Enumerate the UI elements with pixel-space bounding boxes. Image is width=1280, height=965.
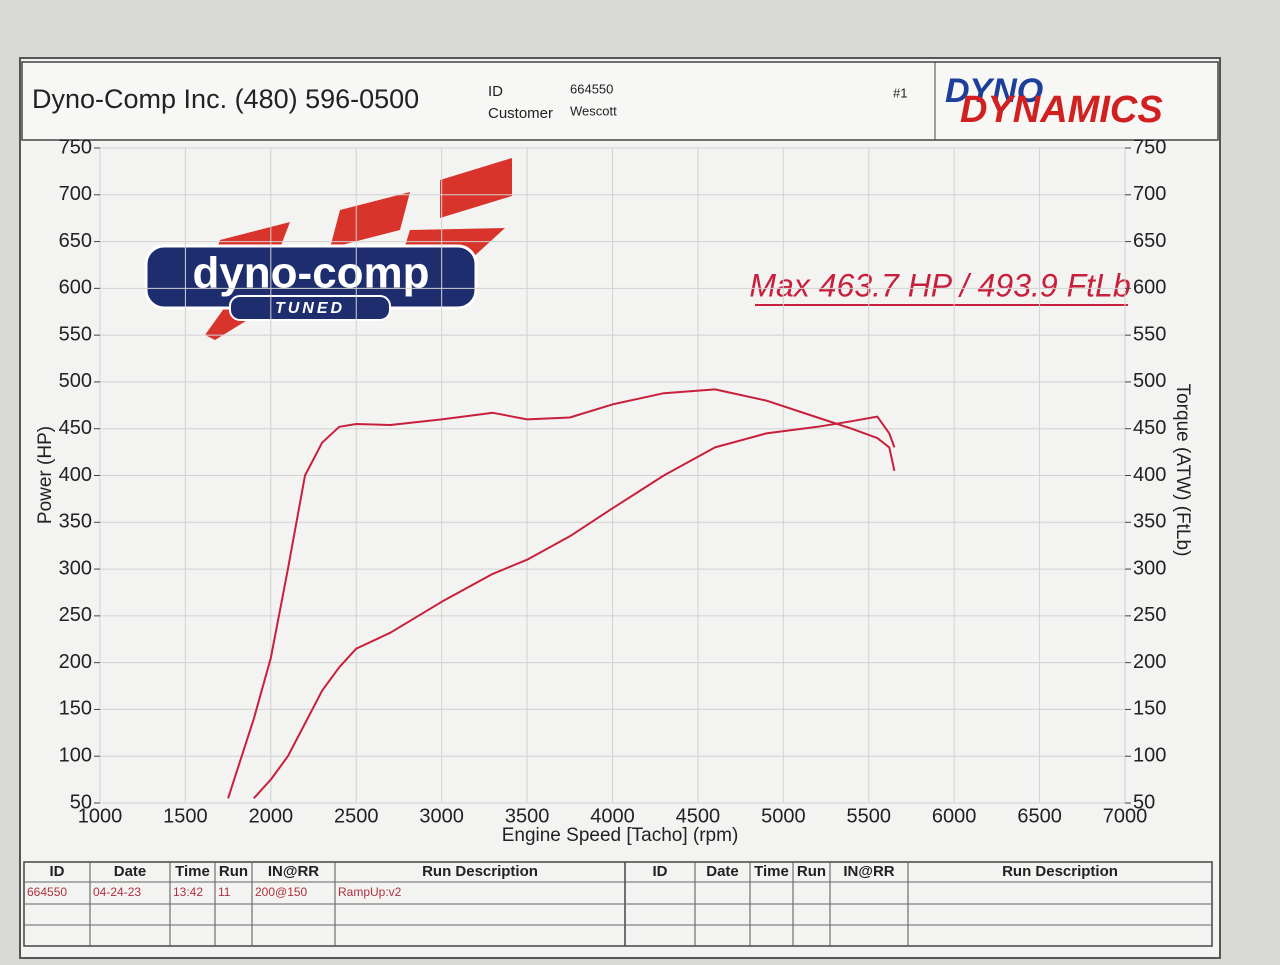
table-header: ID [50, 863, 65, 880]
y2-tick-label: 700 [1133, 183, 1166, 205]
id-value: 664550 [570, 81, 613, 96]
y-tick-label: 150 [59, 698, 92, 720]
y2-tick-label: 750 [1133, 136, 1166, 158]
table-header: IN@RR [268, 863, 319, 880]
y-tick-label: 450 [59, 417, 92, 439]
id-label: ID [488, 83, 503, 100]
x-axis-label: Engine Speed [Tacho] (rpm) [502, 825, 739, 846]
company: Dyno-Comp Inc. (480) 596-0500 [32, 84, 419, 114]
table-header: ID [653, 863, 668, 880]
table-cell: 13:42 [173, 885, 203, 899]
table-cell: 200@150 [255, 885, 308, 899]
x-tick-label: 7000 [1103, 805, 1148, 827]
y2-tick-label: 600 [1133, 277, 1166, 299]
y-tick-label: 250 [59, 604, 92, 626]
x-tick-label: 1000 [78, 805, 123, 827]
y2-tick-label: 350 [1133, 511, 1166, 533]
y-tick-label: 600 [59, 277, 92, 299]
series-line [253, 415, 896, 799]
y2-tick-label: 450 [1133, 417, 1166, 439]
table-header: IN@RR [843, 863, 894, 880]
y2-tick-label: 650 [1133, 230, 1166, 252]
y-tick-label: 750 [59, 136, 92, 158]
customer-label: Customer [488, 105, 553, 122]
y-axis-label: Power (HP) [35, 426, 56, 524]
table-cell: 11 [218, 885, 231, 899]
x-tick-label: 4000 [590, 805, 635, 827]
table-header: Date [706, 863, 739, 880]
x-tick-label: 5500 [847, 805, 892, 827]
brand-bottom: DYNAMICS [960, 89, 1163, 131]
x-tick-label: 6000 [932, 805, 977, 827]
y2-tick-label: 100 [1133, 744, 1166, 766]
x-tick-label: 2500 [334, 805, 379, 827]
y2-tick-label: 200 [1133, 651, 1166, 673]
logo-name: dyno-comp [192, 249, 429, 298]
y-tick-label: 550 [59, 323, 92, 345]
y2-tick-label: 550 [1133, 323, 1166, 345]
y-tick-label: 700 [59, 183, 92, 205]
table-cell: RampUp:v2 [338, 885, 402, 899]
brand-top: DYNO [945, 72, 1043, 110]
x-tick-label: 1500 [163, 805, 208, 827]
y-tick-label: 650 [59, 230, 92, 252]
series-line [227, 388, 896, 799]
table-cell: 664550 [27, 885, 67, 899]
table-header: Time [175, 863, 210, 880]
y-tick-label: 50 [70, 791, 92, 813]
y2-tick-label: 50 [1133, 791, 1155, 813]
x-tick-label: 2000 [249, 805, 294, 827]
table-header: Run Description [1002, 863, 1118, 880]
y2-tick-label: 150 [1133, 698, 1166, 720]
y-tick-label: 100 [59, 744, 92, 766]
paper [19, 57, 1221, 959]
table-header: Run Description [422, 863, 538, 880]
header-box [21, 61, 1219, 141]
x-tick-label: 6500 [1017, 805, 1062, 827]
y-tick-label: 400 [59, 464, 92, 486]
table-header: Time [754, 863, 789, 880]
y-tick-label: 350 [59, 511, 92, 533]
x-tick-label: 3500 [505, 805, 550, 827]
x-tick-label: 3000 [419, 805, 464, 827]
run-number: #1 [893, 85, 907, 100]
y-tick-label: 300 [59, 557, 92, 579]
y-tick-label: 500 [59, 370, 92, 392]
table-header: Date [114, 863, 147, 880]
y2-tick-label: 300 [1133, 557, 1166, 579]
y-tick-label: 200 [59, 651, 92, 673]
table-header: Run [797, 863, 826, 880]
x-tick-label: 5000 [761, 805, 806, 827]
logo-tag: TUNED [275, 300, 345, 317]
logo-tag-box [229, 295, 391, 321]
y2-axis-label: Torque (ATW) (FtLb) [1172, 384, 1193, 557]
y2-tick-label: 400 [1133, 464, 1166, 486]
customer-value: Wescott [570, 103, 617, 118]
run-table: ID 664550 Date 04-24-23 Time 13:42 Run 11 IN@RR 2… [23, 861, 1213, 947]
table-cell: 04-24-23 [93, 885, 141, 899]
y2-tick-label: 250 [1133, 604, 1166, 626]
x-tick-label: 4500 [676, 805, 721, 827]
table-header: Run [219, 863, 248, 880]
annotation: Max 463.7 HP / 493.9 FtLb [749, 267, 1130, 303]
y2-tick-label: 500 [1133, 370, 1166, 392]
